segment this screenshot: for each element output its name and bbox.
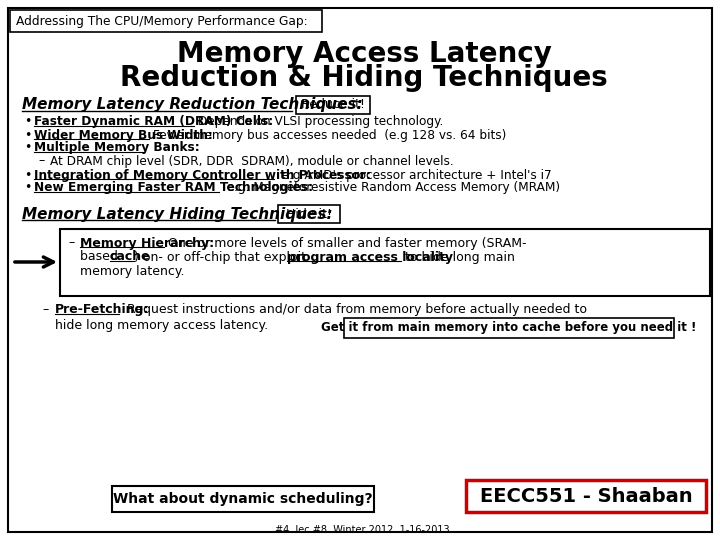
Text: Memory Latency Hiding Techniques:: Memory Latency Hiding Techniques: bbox=[22, 206, 333, 221]
Text: •: • bbox=[24, 129, 32, 141]
Text: EECC551 - Shaaban: EECC551 - Shaaban bbox=[480, 487, 693, 505]
Text: e.g. Magnetoresistive Random Access Memory (MRAM): e.g. Magnetoresistive Random Access Memo… bbox=[219, 181, 560, 194]
Text: •: • bbox=[24, 168, 32, 181]
Text: Reduce it!: Reduce it! bbox=[301, 98, 365, 111]
Text: ) on- or off-chip that exploit: ) on- or off-chip that exploit bbox=[134, 251, 310, 264]
Text: to hide long main: to hide long main bbox=[400, 251, 515, 264]
Bar bbox=[60, 229, 710, 296]
Text: Fewer memory bus accesses needed  (e.g 128 vs. 64 bits): Fewer memory bus accesses needed (e.g 12… bbox=[149, 129, 506, 141]
Text: New Emerging Faster RAM Technologies:: New Emerging Faster RAM Technologies: bbox=[34, 181, 313, 194]
Text: •: • bbox=[24, 116, 32, 129]
Text: Faster Dynamic RAM (DRAM) Cells:: Faster Dynamic RAM (DRAM) Cells: bbox=[34, 116, 274, 129]
Bar bbox=[278, 205, 340, 223]
Text: What about dynamic scheduling?: What about dynamic scheduling? bbox=[113, 492, 373, 506]
Text: Multiple Memory Banks:: Multiple Memory Banks: bbox=[34, 141, 199, 154]
Bar bbox=[466, 480, 706, 512]
Text: Wider Memory Bus Width:: Wider Memory Bus Width: bbox=[34, 129, 213, 141]
Text: program access locality: program access locality bbox=[287, 251, 453, 264]
Text: –: – bbox=[38, 154, 44, 167]
Text: •: • bbox=[24, 141, 32, 154]
Text: #4  lec #8  Winter 2012  1-16-2013: #4 lec #8 Winter 2012 1-16-2013 bbox=[275, 525, 449, 535]
Text: •: • bbox=[24, 181, 32, 194]
Text: One or more levels of smaller and faster memory (SRAM-: One or more levels of smaller and faster… bbox=[164, 237, 526, 249]
Bar bbox=[344, 318, 674, 338]
Text: Memory Access Latency: Memory Access Latency bbox=[176, 40, 552, 68]
Text: Hide it!: Hide it! bbox=[286, 207, 332, 220]
Text: Addressing The CPU/Memory Performance Gap:: Addressing The CPU/Memory Performance Ga… bbox=[16, 15, 307, 28]
Text: based: based bbox=[80, 251, 122, 264]
Text: Pre-Fetching:: Pre-Fetching: bbox=[55, 303, 149, 316]
Bar bbox=[296, 96, 370, 114]
Text: Integration of Memory Controller with Processor:: Integration of Memory Controller with Pr… bbox=[34, 168, 371, 181]
Text: Memory Latency Reduction Techniques:: Memory Latency Reduction Techniques: bbox=[22, 98, 363, 112]
Text: Reduction & Hiding Techniques: Reduction & Hiding Techniques bbox=[120, 64, 608, 92]
Text: memory latency.: memory latency. bbox=[80, 265, 184, 278]
Text: hide long memory access latency.: hide long memory access latency. bbox=[55, 320, 268, 333]
Bar bbox=[10, 10, 322, 32]
Text: –: – bbox=[68, 237, 74, 249]
Text: –: – bbox=[42, 303, 48, 316]
Text: At DRAM chip level (SDR, DDR  SDRAM), module or channel levels.: At DRAM chip level (SDR, DDR SDRAM), mod… bbox=[50, 154, 454, 167]
Bar bbox=[112, 486, 374, 512]
Text: Depends on VLSI processing technology.: Depends on VLSI processing technology. bbox=[194, 116, 444, 129]
Text: e.g AMD's processor architecture + Intel's i7: e.g AMD's processor architecture + Intel… bbox=[274, 168, 552, 181]
Text: Get it from main memory into cache before you need it !: Get it from main memory into cache befor… bbox=[321, 321, 697, 334]
Text: cache: cache bbox=[109, 251, 150, 264]
Text: Memory Hierarchy:: Memory Hierarchy: bbox=[80, 237, 214, 249]
Text: Request instructions and/or data from memory before actually needed to: Request instructions and/or data from me… bbox=[119, 303, 587, 316]
